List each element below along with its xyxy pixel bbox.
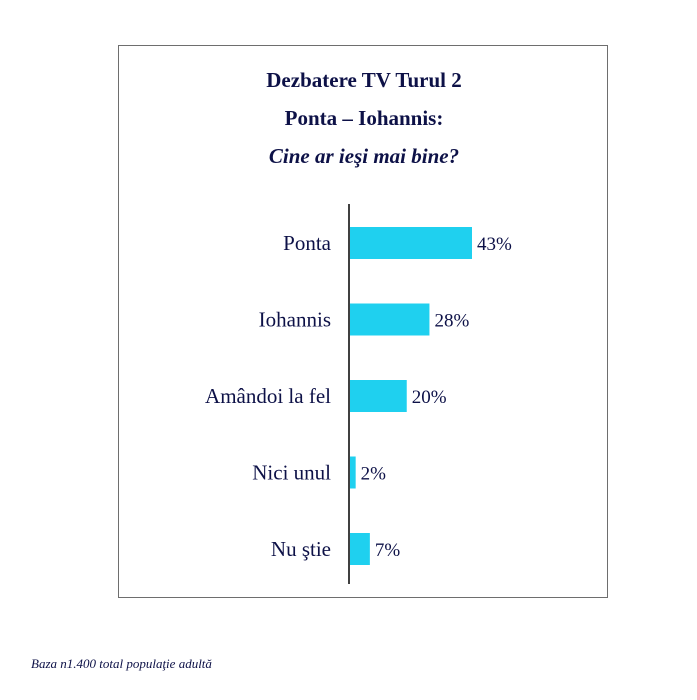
category-label: Iohannis	[259, 308, 331, 332]
chart-frame: Dezbatere TV Turul 2 Ponta – Iohannis: C…	[118, 45, 608, 598]
data-label: 7%	[375, 540, 401, 561]
chart-title-line-3: Cine ar ieşi mai bine?	[268, 144, 460, 168]
category-label: Amândoi la fel	[205, 384, 331, 408]
category-label: Nu ştie	[271, 537, 331, 561]
bar	[350, 227, 472, 259]
bar	[350, 533, 370, 565]
bar	[350, 456, 356, 489]
data-label: 43%	[477, 234, 512, 255]
category-label: Nici unul	[252, 461, 331, 485]
data-label: 20%	[412, 387, 447, 408]
bar-chart: Ponta 43% Iohannis 28% Amândoi la fel 20% Nici…	[205, 204, 512, 584]
footnote: Baza n1.400 total populaţie adultă	[31, 656, 212, 671]
bar	[350, 303, 430, 336]
data-label: 28%	[434, 311, 469, 332]
bar	[350, 380, 407, 412]
chart-title-line-2: Ponta – Iohannis:	[284, 106, 444, 130]
chart-title-line-1: Dezbatere TV Turul 2	[266, 68, 462, 92]
category-label: Ponta	[283, 231, 332, 255]
data-label: 2%	[361, 464, 387, 485]
